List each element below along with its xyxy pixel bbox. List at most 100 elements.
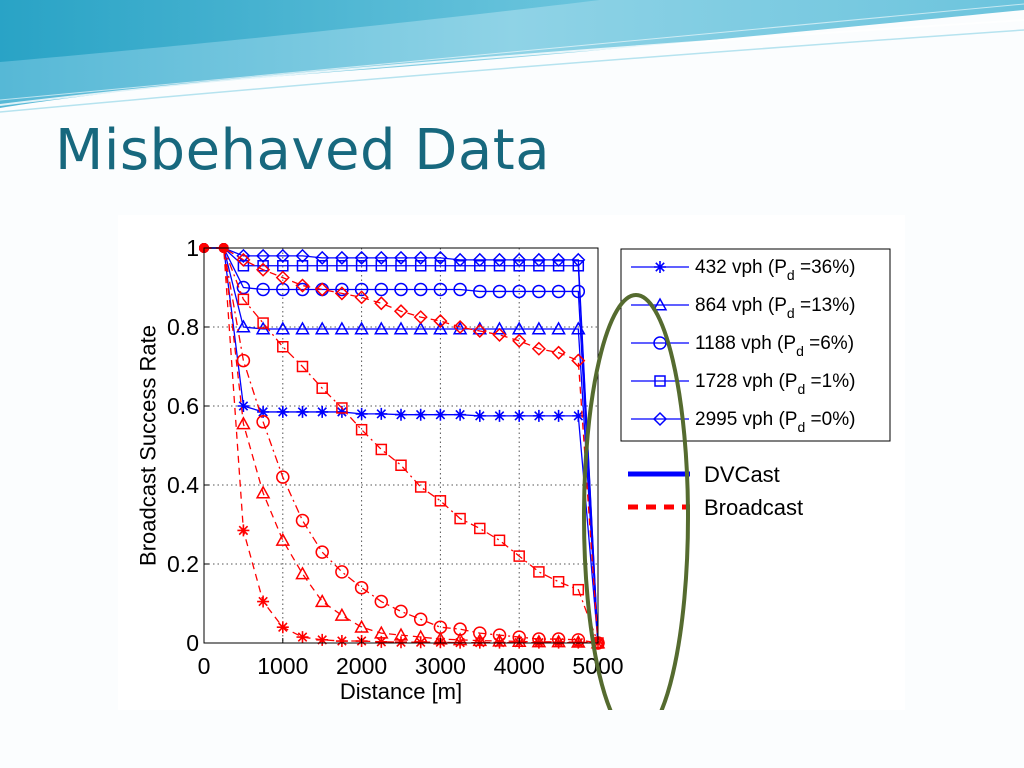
data-point: [532, 409, 545, 422]
data-point: [551, 321, 566, 335]
data-point: [413, 612, 428, 627]
data-point: [512, 333, 527, 348]
data-point: [413, 310, 428, 325]
data-point: [512, 284, 526, 299]
data-point: [414, 481, 427, 493]
data-point: [413, 282, 428, 297]
data-point: [276, 621, 289, 634]
series-broadcast-triangle: [199, 243, 606, 649]
data-point: [295, 513, 310, 528]
legend-entry: 432 vph (Pd =36%): [631, 257, 855, 283]
data-point: [296, 360, 309, 373]
data-point: [551, 345, 566, 360]
series-dvcast-triangle: [199, 243, 599, 644]
data-point: [276, 470, 290, 484]
data-point: [275, 248, 290, 263]
data-point: [393, 627, 409, 641]
series-line: [204, 247, 599, 644]
data-point: [433, 321, 448, 335]
data-point: [374, 296, 389, 311]
data-point: [354, 619, 369, 633]
data-point: [472, 323, 487, 339]
legend-marker: [654, 261, 666, 273]
data-point: [314, 321, 330, 335]
data-point: [453, 319, 468, 335]
data-point: [336, 402, 348, 414]
data-point: [434, 260, 447, 272]
data-point: [472, 633, 488, 647]
data-point: [315, 545, 329, 559]
data-point: [256, 248, 271, 263]
data-point: [296, 260, 309, 272]
data-point: [295, 282, 310, 297]
data-point: [434, 408, 447, 421]
data-point: [276, 405, 289, 418]
data-point: [277, 341, 289, 353]
data-point: [335, 282, 349, 297]
data-point: [394, 604, 408, 619]
data-point: [256, 415, 270, 429]
data-point: [513, 550, 525, 562]
data-point: [454, 260, 466, 272]
data-point: [513, 409, 526, 422]
data-point: [374, 321, 389, 335]
data-point: [335, 565, 349, 579]
data-point: [434, 495, 447, 507]
series-line: [204, 247, 599, 644]
data-point: [531, 321, 547, 335]
series-broadcast-diamond: [199, 243, 606, 651]
data-point: [393, 321, 409, 335]
data-point: [237, 400, 250, 412]
legend-label: 2995 vph (Pd =0%): [695, 409, 855, 435]
data-point: [375, 443, 388, 456]
grid-lines: [204, 248, 598, 643]
data-point: [571, 633, 586, 647]
data-point: [433, 282, 448, 297]
data-point: [295, 278, 310, 293]
legend-label: 864 vph (Pd =13%): [695, 295, 855, 321]
data-point: [551, 634, 566, 648]
data-point: [336, 260, 348, 272]
data-point: [533, 566, 545, 578]
data-point: [295, 248, 310, 263]
y-tick-label: 0.8: [167, 314, 199, 340]
data-point: [256, 282, 270, 297]
protocol-legend-dvcast: DVCast: [628, 462, 780, 487]
data-point: [354, 282, 369, 297]
series-broadcast-square: [199, 243, 604, 649]
legend-entry: 1728 vph (Pd =1%): [631, 371, 855, 397]
data-point: [315, 250, 330, 265]
data-point: [531, 252, 546, 267]
data-point: [532, 632, 546, 646]
data-point: [453, 282, 467, 297]
data-point: [512, 252, 527, 267]
slide-title: Misbehaved Data: [55, 118, 551, 183]
legend-marker: [652, 297, 668, 311]
data-point: [354, 321, 369, 335]
data-point: [354, 250, 369, 265]
data-point: [236, 319, 251, 333]
series-dvcast-circle: [199, 243, 599, 644]
legend-label: 1188 vph (Pd =6%): [695, 333, 854, 359]
legend-entry: 1188 vph (Pd =6%): [631, 333, 854, 359]
data-point: [375, 635, 388, 648]
protocol-legend: DVCast Broadcast: [628, 462, 803, 520]
data-point: [433, 314, 448, 329]
data-point: [316, 382, 328, 394]
x-tick-label: 1000: [257, 653, 308, 679]
y-tick-label: 1: [186, 235, 199, 261]
data-point: [374, 625, 389, 639]
data-point: [257, 405, 270, 418]
data-point: [236, 252, 251, 267]
series-line: [204, 247, 599, 644]
data-point: [275, 532, 291, 546]
data-point: [335, 635, 348, 648]
data-point: [552, 409, 565, 422]
data-point: [296, 405, 309, 418]
data-point: [571, 284, 586, 299]
data-point: [275, 321, 291, 335]
data-point: [552, 260, 565, 272]
data-point: [452, 632, 468, 646]
data-point: [314, 593, 330, 608]
